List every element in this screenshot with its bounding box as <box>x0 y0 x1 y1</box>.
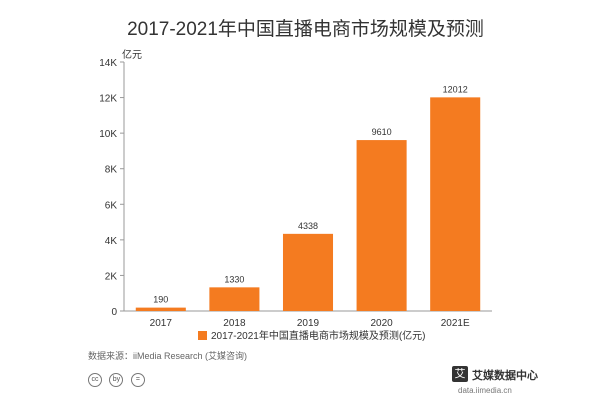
x-tick-label: 2021E <box>441 318 470 329</box>
y-tick-label: 14K <box>99 58 117 69</box>
data-source-note: 数据来源：iiMedia Research (艾媒咨询) <box>88 351 248 361</box>
legend-label: 2017-2021年中国直播电商市场规模及预测(亿元) <box>211 329 425 342</box>
bar <box>430 97 481 311</box>
bar <box>135 307 186 311</box>
y-tick-label: 4K <box>105 236 118 247</box>
by-icon: by <box>109 372 124 387</box>
x-tick-label: 2020 <box>370 318 393 329</box>
x-tick-label: 2018 <box>223 318 246 329</box>
y-axis-unit-label: 亿元 <box>122 48 142 61</box>
bar <box>282 233 334 311</box>
brand-url: data.iimedia.cn <box>458 386 512 395</box>
nd-icon: = <box>130 372 145 387</box>
chart-title: 2017-2021年中国直播电商市场规模及预测 <box>127 19 484 40</box>
data-label: 190 <box>153 295 168 305</box>
y-tick-label: 8K <box>105 165 118 176</box>
data-label: 1330 <box>224 274 244 284</box>
y-tick-label: 10K <box>99 129 117 140</box>
x-tick-label: 2019 <box>297 318 320 329</box>
cc-icon: cc <box>88 372 102 387</box>
brand-name: 艾媒数据中心 <box>472 370 538 382</box>
brand-badge-icon: 艾 <box>452 366 468 382</box>
y-tick-label: 6K <box>105 200 118 211</box>
data-label: 12012 <box>443 84 468 94</box>
license-icons: cc by = <box>88 371 148 387</box>
data-label: 9610 <box>372 127 392 137</box>
bar <box>209 287 260 311</box>
y-tick-label: 12K <box>99 94 117 105</box>
y-tick-label: 2K <box>105 271 118 282</box>
data-label: 4338 <box>298 221 318 231</box>
y-tick-label: 0 <box>111 307 117 318</box>
legend-swatch <box>198 331 207 340</box>
bar <box>356 140 407 311</box>
brand-logo: 艾 艾媒数据中心 data.iimedia.cn <box>452 366 542 400</box>
x-tick-label: 2017 <box>150 318 173 329</box>
